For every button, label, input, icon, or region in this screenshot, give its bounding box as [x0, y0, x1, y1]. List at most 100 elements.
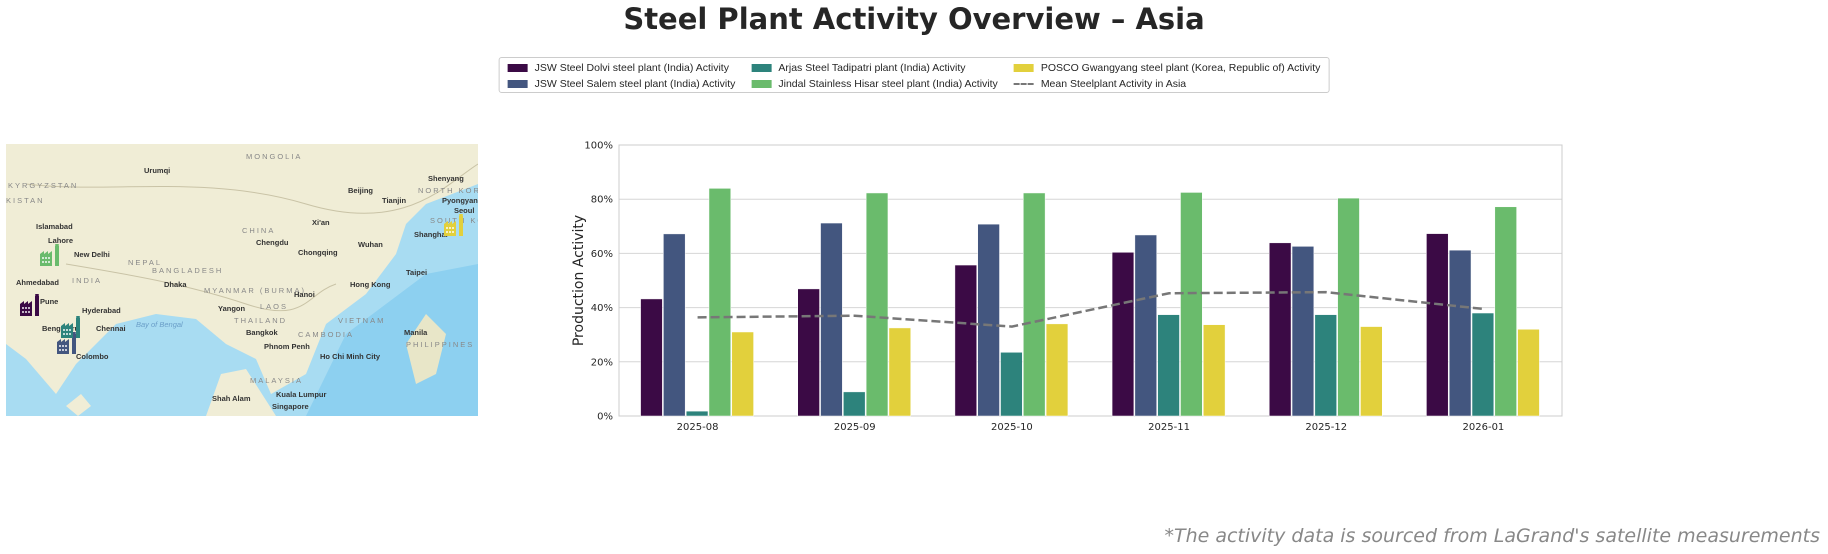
bar: [1314, 314, 1337, 417]
bar: [1448, 249, 1472, 417]
map-background: [6, 144, 478, 416]
y-tick-label: 40%: [591, 303, 613, 314]
map-label: Beijing: [348, 186, 374, 195]
map-label: Chennai: [96, 324, 126, 333]
legend-label: JSW Steel Dolvi steel plant (India) Acti…: [534, 62, 729, 74]
factory-icon[interactable]: [57, 332, 81, 354]
y-axis-label: Production Activity: [571, 215, 587, 346]
legend-item: POSCO Gwangyang steel plant (Korea, Repu…: [1013, 60, 1320, 76]
map-label: NEPAL: [128, 258, 163, 267]
map-label: Hanoi: [294, 290, 315, 299]
map-label: New Delhi: [74, 250, 110, 259]
map-label: NORTH KOREA: [418, 186, 478, 195]
map-label: Yangon: [218, 304, 246, 313]
legend-item: JSW Steel Salem steel plant (India) Acti…: [507, 76, 736, 92]
bar: [640, 298, 663, 417]
y-tick-label: 100%: [584, 141, 613, 152]
bar: [1111, 252, 1135, 417]
legend-item: Mean Steelplant Activity in Asia: [1013, 76, 1321, 92]
factory-icon[interactable]: [20, 294, 44, 316]
map-label: Shenyang: [428, 174, 464, 183]
factory-icon[interactable]: [444, 214, 468, 236]
map-label: Shanghai: [414, 230, 448, 239]
map-label: Shah Alam: [212, 394, 251, 403]
bar: [820, 222, 843, 417]
legend-swatch: [1013, 64, 1034, 72]
map-label: Kuala Lumpur: [276, 390, 327, 399]
map-label: CHINA: [242, 226, 276, 235]
bar: [663, 233, 686, 417]
y-tick-label: 0%: [597, 412, 613, 423]
map-label: Chongqing: [298, 248, 338, 257]
map-label: MALAYSIA: [250, 376, 303, 385]
map-label: Taipei: [406, 268, 428, 277]
map-label: Bay of Bengal: [136, 320, 183, 329]
x-tick-label: 2025-11: [1148, 422, 1190, 433]
plot-frame: [618, 144, 1563, 417]
bar: [1291, 246, 1315, 417]
map-label: Seoul: [454, 206, 475, 215]
legend-label: JSW Steel Salem steel plant (India) Acti…: [534, 78, 736, 90]
bar: [1023, 192, 1046, 417]
bar: [1426, 233, 1449, 417]
bar: [797, 288, 820, 417]
map-label: Chengdu: [256, 238, 289, 247]
map-label: Tianjin: [382, 196, 407, 205]
map-label: MONGOLIA: [246, 152, 303, 161]
legend-swatch: [507, 64, 528, 72]
x-tick-label: 2025-10: [991, 422, 1033, 433]
map-label: Pyongyang: [442, 196, 478, 205]
map-label: Hong Kong: [350, 280, 391, 289]
map-label: LAOS: [260, 302, 289, 311]
plant-map[interactable]: MONGOLIA Urumqi KYRGYZSTAN KISTAN Islamabad L…: [6, 144, 478, 416]
y-tick-label: 80%: [591, 195, 613, 206]
map-label: Lahore: [48, 236, 74, 245]
legend-swatch: [751, 64, 772, 72]
map-label: Pune: [40, 297, 59, 306]
map-label: INDIA: [72, 276, 103, 285]
legend-swatch: [751, 80, 772, 88]
bar: [708, 188, 732, 417]
bar: [1471, 312, 1495, 417]
legend-dash-swatch: [1013, 83, 1034, 85]
map-label: Islamabad: [36, 222, 73, 231]
map-label: Dhaka: [164, 280, 187, 289]
bar: [685, 410, 709, 417]
bar: [1000, 352, 1023, 417]
map-label: Manila: [404, 328, 428, 337]
map-label: Urumqi: [144, 166, 171, 175]
legend-label: Mean Steelplant Activity in Asia: [1040, 78, 1187, 90]
bar: [888, 327, 912, 417]
map-label: SOUTH KOREA: [430, 216, 478, 225]
legend-item: Arjas Steel Tadipatri plant (India) Acti…: [751, 60, 997, 76]
bar: [1134, 234, 1157, 417]
bar: [977, 223, 1000, 417]
bar: [1269, 242, 1292, 417]
map-label: Ho Chi Minh City: [320, 352, 380, 361]
map-label: VIETNAM: [338, 316, 386, 325]
legend-item: JSW Steel Dolvi steel plant (India) Acti…: [507, 60, 736, 76]
factory-icon[interactable]: [40, 244, 64, 266]
x-tick-label: 2025-08: [677, 422, 719, 433]
map-label: KISTAN: [6, 196, 45, 205]
map-label: Hyderabad: [82, 306, 121, 315]
bar: [865, 192, 889, 417]
legend-label: Jindal Stainless Hisar steel plant (Indi…: [778, 78, 998, 90]
legend-swatch: [507, 80, 528, 88]
factory-icon[interactable]: [61, 316, 85, 338]
map-label: Colombo: [76, 352, 109, 361]
bar: [1180, 192, 1203, 417]
bar: [1494, 206, 1517, 417]
map-label: Singapore: [272, 402, 309, 411]
legend-label: Arjas Steel Tadipatri plant (India) Acti…: [778, 62, 966, 74]
map-label: Ahmedabad: [16, 278, 59, 287]
map-label: KYRGYZSTAN: [8, 181, 79, 190]
y-tick-label: 20%: [591, 357, 613, 368]
map-label: BANGLADESH: [152, 266, 224, 275]
map-label: CAMBODIA: [298, 330, 355, 339]
map-label: Bangkok: [246, 328, 278, 337]
map-label: THAILAND: [234, 316, 288, 325]
bar: [731, 331, 754, 417]
mean-line: [697, 290, 1484, 328]
